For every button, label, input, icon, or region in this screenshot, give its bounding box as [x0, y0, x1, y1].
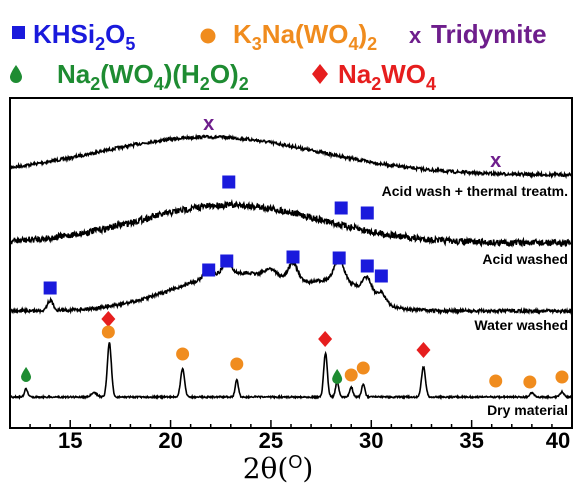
- peak-marker-tridymite: x: [203, 113, 214, 135]
- legend-label-k3na: K3Na(WO4)2: [233, 19, 377, 54]
- peak-marker-k3na: [176, 347, 190, 361]
- peak-marker-k3na: [344, 368, 358, 382]
- peak-marker-khsi2o5: [334, 201, 348, 215]
- peak-marker-khsi2o5: [202, 263, 216, 277]
- peak-marker-khsi2o5: [286, 250, 300, 264]
- trace-line: [9, 133, 573, 180]
- legend-marker-na2wo4h2o: [10, 65, 22, 83]
- x-tick-label: 25: [259, 428, 283, 453]
- peak-marker-k3na: [101, 325, 115, 339]
- peak-marker-khsi2o5: [360, 206, 374, 220]
- peak-marker-na2wo4: [416, 342, 431, 358]
- peak-marker-k3na: [555, 370, 569, 384]
- peak-marker-k3na: [489, 374, 503, 388]
- peak-marker-tridymite: x: [490, 150, 501, 172]
- trace-line: [9, 255, 573, 316]
- peak-marker-khsi2o5: [222, 175, 236, 189]
- peak-marker-khsi2o5: [360, 259, 374, 273]
- trace-label: Dry material: [487, 402, 568, 418]
- legend-label-na2wo4: Na2WO4: [338, 59, 436, 94]
- peak-marker-khsi2o5: [332, 251, 346, 265]
- trace-line: [9, 342, 572, 401]
- peak-marker-na2wo4h2o: [21, 367, 32, 382]
- legend-marker-k3na: [200, 28, 216, 44]
- legend: KHSi2O5 K3Na(WO4)2 x Tridymite Na2(WO4)(…: [10, 19, 547, 94]
- peak-marker-khsi2o5: [374, 269, 388, 283]
- trace-label: Acid washed: [482, 251, 568, 267]
- x-tick-label: 15: [58, 428, 82, 453]
- legend-label-khsi2o5: KHSi2O5: [33, 19, 135, 54]
- peak-marker-k3na: [523, 375, 537, 389]
- peak-marker-khsi2o5: [43, 281, 57, 295]
- x-tick-label: 40: [546, 428, 570, 453]
- plot-area: x x Acid wash + thermal treatm. Acid washe…: [9, 97, 573, 453]
- peak-marker-khsi2o5: [220, 254, 234, 268]
- peak-marker-na2wo4h2o: [332, 369, 343, 384]
- x-tick-label: 20: [158, 428, 182, 453]
- legend-label-na2wo4h2o: Na2(WO4)(H2O)2: [57, 59, 249, 94]
- x-tick-label: 30: [359, 428, 383, 453]
- legend-marker-khsi2o5: [12, 26, 25, 39]
- peak-marker-k3na: [230, 357, 244, 371]
- legend-marker-tridymite: x: [409, 23, 422, 48]
- peak-marker-k3na: [356, 361, 370, 375]
- legend-marker-na2wo4: [312, 64, 328, 84]
- x-axis-title: 2θ(O): [243, 452, 314, 485]
- peak-marker-na2wo4: [318, 331, 333, 347]
- trace-label: Acid wash + thermal treatm.: [382, 183, 568, 199]
- peak-marker-na2wo4: [101, 311, 116, 327]
- trace-line: [9, 198, 573, 248]
- x-tick-label: 35: [459, 428, 483, 453]
- trace-label: Water washed: [474, 317, 568, 333]
- legend-label-tridymite: Tridymite: [431, 19, 547, 49]
